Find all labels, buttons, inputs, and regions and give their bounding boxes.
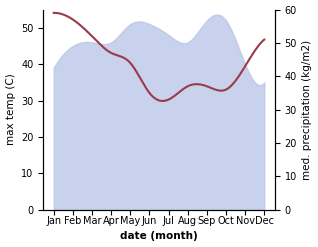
- Y-axis label: med. precipitation (kg/m2): med. precipitation (kg/m2): [302, 40, 313, 180]
- X-axis label: date (month): date (month): [120, 231, 198, 242]
- Y-axis label: max temp (C): max temp (C): [5, 74, 16, 145]
